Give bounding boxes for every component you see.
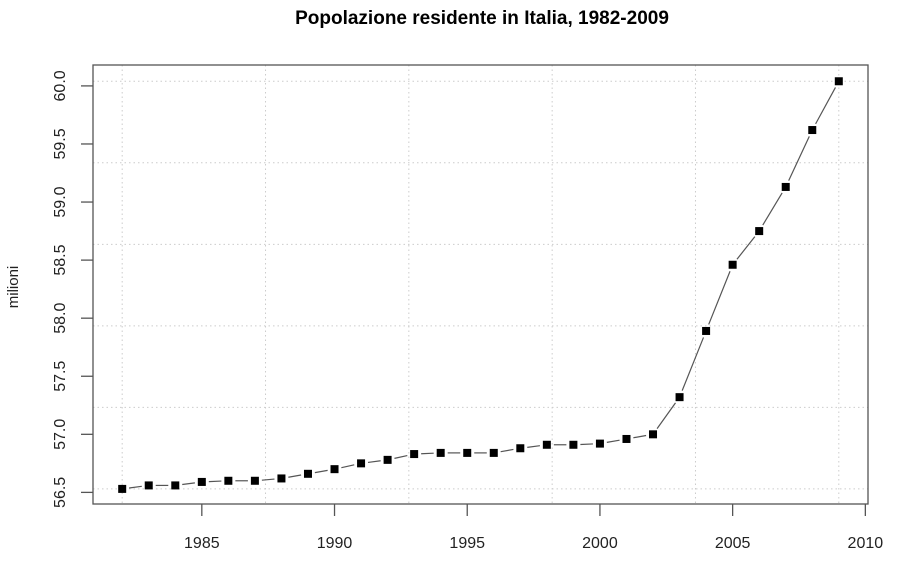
plot-frame (92, 64, 869, 505)
data-point (357, 459, 366, 468)
data-point (330, 465, 339, 474)
data-point (118, 484, 127, 493)
grid (93, 65, 868, 504)
data-point (702, 326, 711, 335)
series-segment (681, 337, 705, 391)
series-segment (633, 434, 647, 439)
data-point (250, 476, 259, 485)
x-tick-label: 2000 (582, 535, 618, 552)
chart-title: Popolazione residente in Italia, 1982-20… (295, 8, 669, 29)
data-point (569, 440, 578, 449)
data-point (595, 439, 604, 448)
y-tick-label: 56.5 (52, 477, 69, 508)
series-segment (314, 469, 328, 474)
series-segment (736, 236, 756, 260)
series-segment (500, 448, 514, 453)
y-tick-label: 60.0 (52, 70, 69, 101)
series-segment (815, 87, 836, 125)
series-segment (708, 271, 731, 325)
x-axis: 1985 1990 1995 2000 2005 2010 (184, 504, 883, 552)
series-segment (580, 443, 593, 446)
y-tick-label: 57.5 (52, 361, 69, 392)
x-tick-label: 2010 (848, 535, 884, 552)
data-point (303, 469, 312, 478)
data-point (649, 430, 658, 439)
series-segment (288, 474, 302, 478)
y-tick-label: 58.0 (52, 303, 69, 334)
data-point (410, 450, 419, 459)
data-point (781, 182, 790, 191)
data-point (197, 477, 206, 486)
series-segment (421, 452, 434, 455)
data-point (728, 260, 737, 269)
y-axis-label: milioni (5, 266, 22, 309)
data-point (516, 444, 525, 453)
series-popolazione (118, 77, 843, 493)
y-tick-label: 59.5 (52, 128, 69, 159)
series-segment (606, 439, 620, 443)
data-point (171, 481, 180, 490)
data-point (383, 455, 392, 464)
data-point (808, 126, 817, 135)
y-tick-label: 59.0 (52, 186, 69, 217)
data-point (144, 481, 153, 490)
series-segment (341, 464, 355, 469)
x-tick-label: 1985 (184, 535, 220, 552)
series-segment (656, 402, 676, 429)
series-segment (394, 454, 408, 459)
data-point (489, 448, 498, 457)
data-point (622, 434, 631, 443)
x-tick-label: 2005 (715, 535, 751, 552)
series-segment (261, 478, 275, 481)
series-segment (527, 445, 540, 448)
series-segment (762, 192, 783, 226)
x-tick-label: 1990 (317, 535, 353, 552)
data-point (675, 393, 684, 402)
data-point (542, 440, 551, 449)
series-segment (208, 480, 222, 483)
y-axis: 56.5 57.0 57.5 58.0 58.5 59.0 59.5 60.0 (52, 70, 93, 508)
data-point (224, 476, 233, 485)
x-tick-label: 1995 (449, 535, 485, 552)
series-segment (788, 136, 810, 181)
data-point (436, 448, 445, 457)
data-point (834, 77, 843, 86)
series-segment (182, 482, 195, 486)
data-point (463, 448, 472, 457)
data-point (755, 227, 764, 236)
series-segment (367, 460, 381, 464)
data-point (277, 474, 286, 483)
series-segment (129, 485, 142, 489)
y-tick-label: 57.0 (52, 419, 69, 450)
y-tick-label: 58.5 (52, 244, 69, 275)
